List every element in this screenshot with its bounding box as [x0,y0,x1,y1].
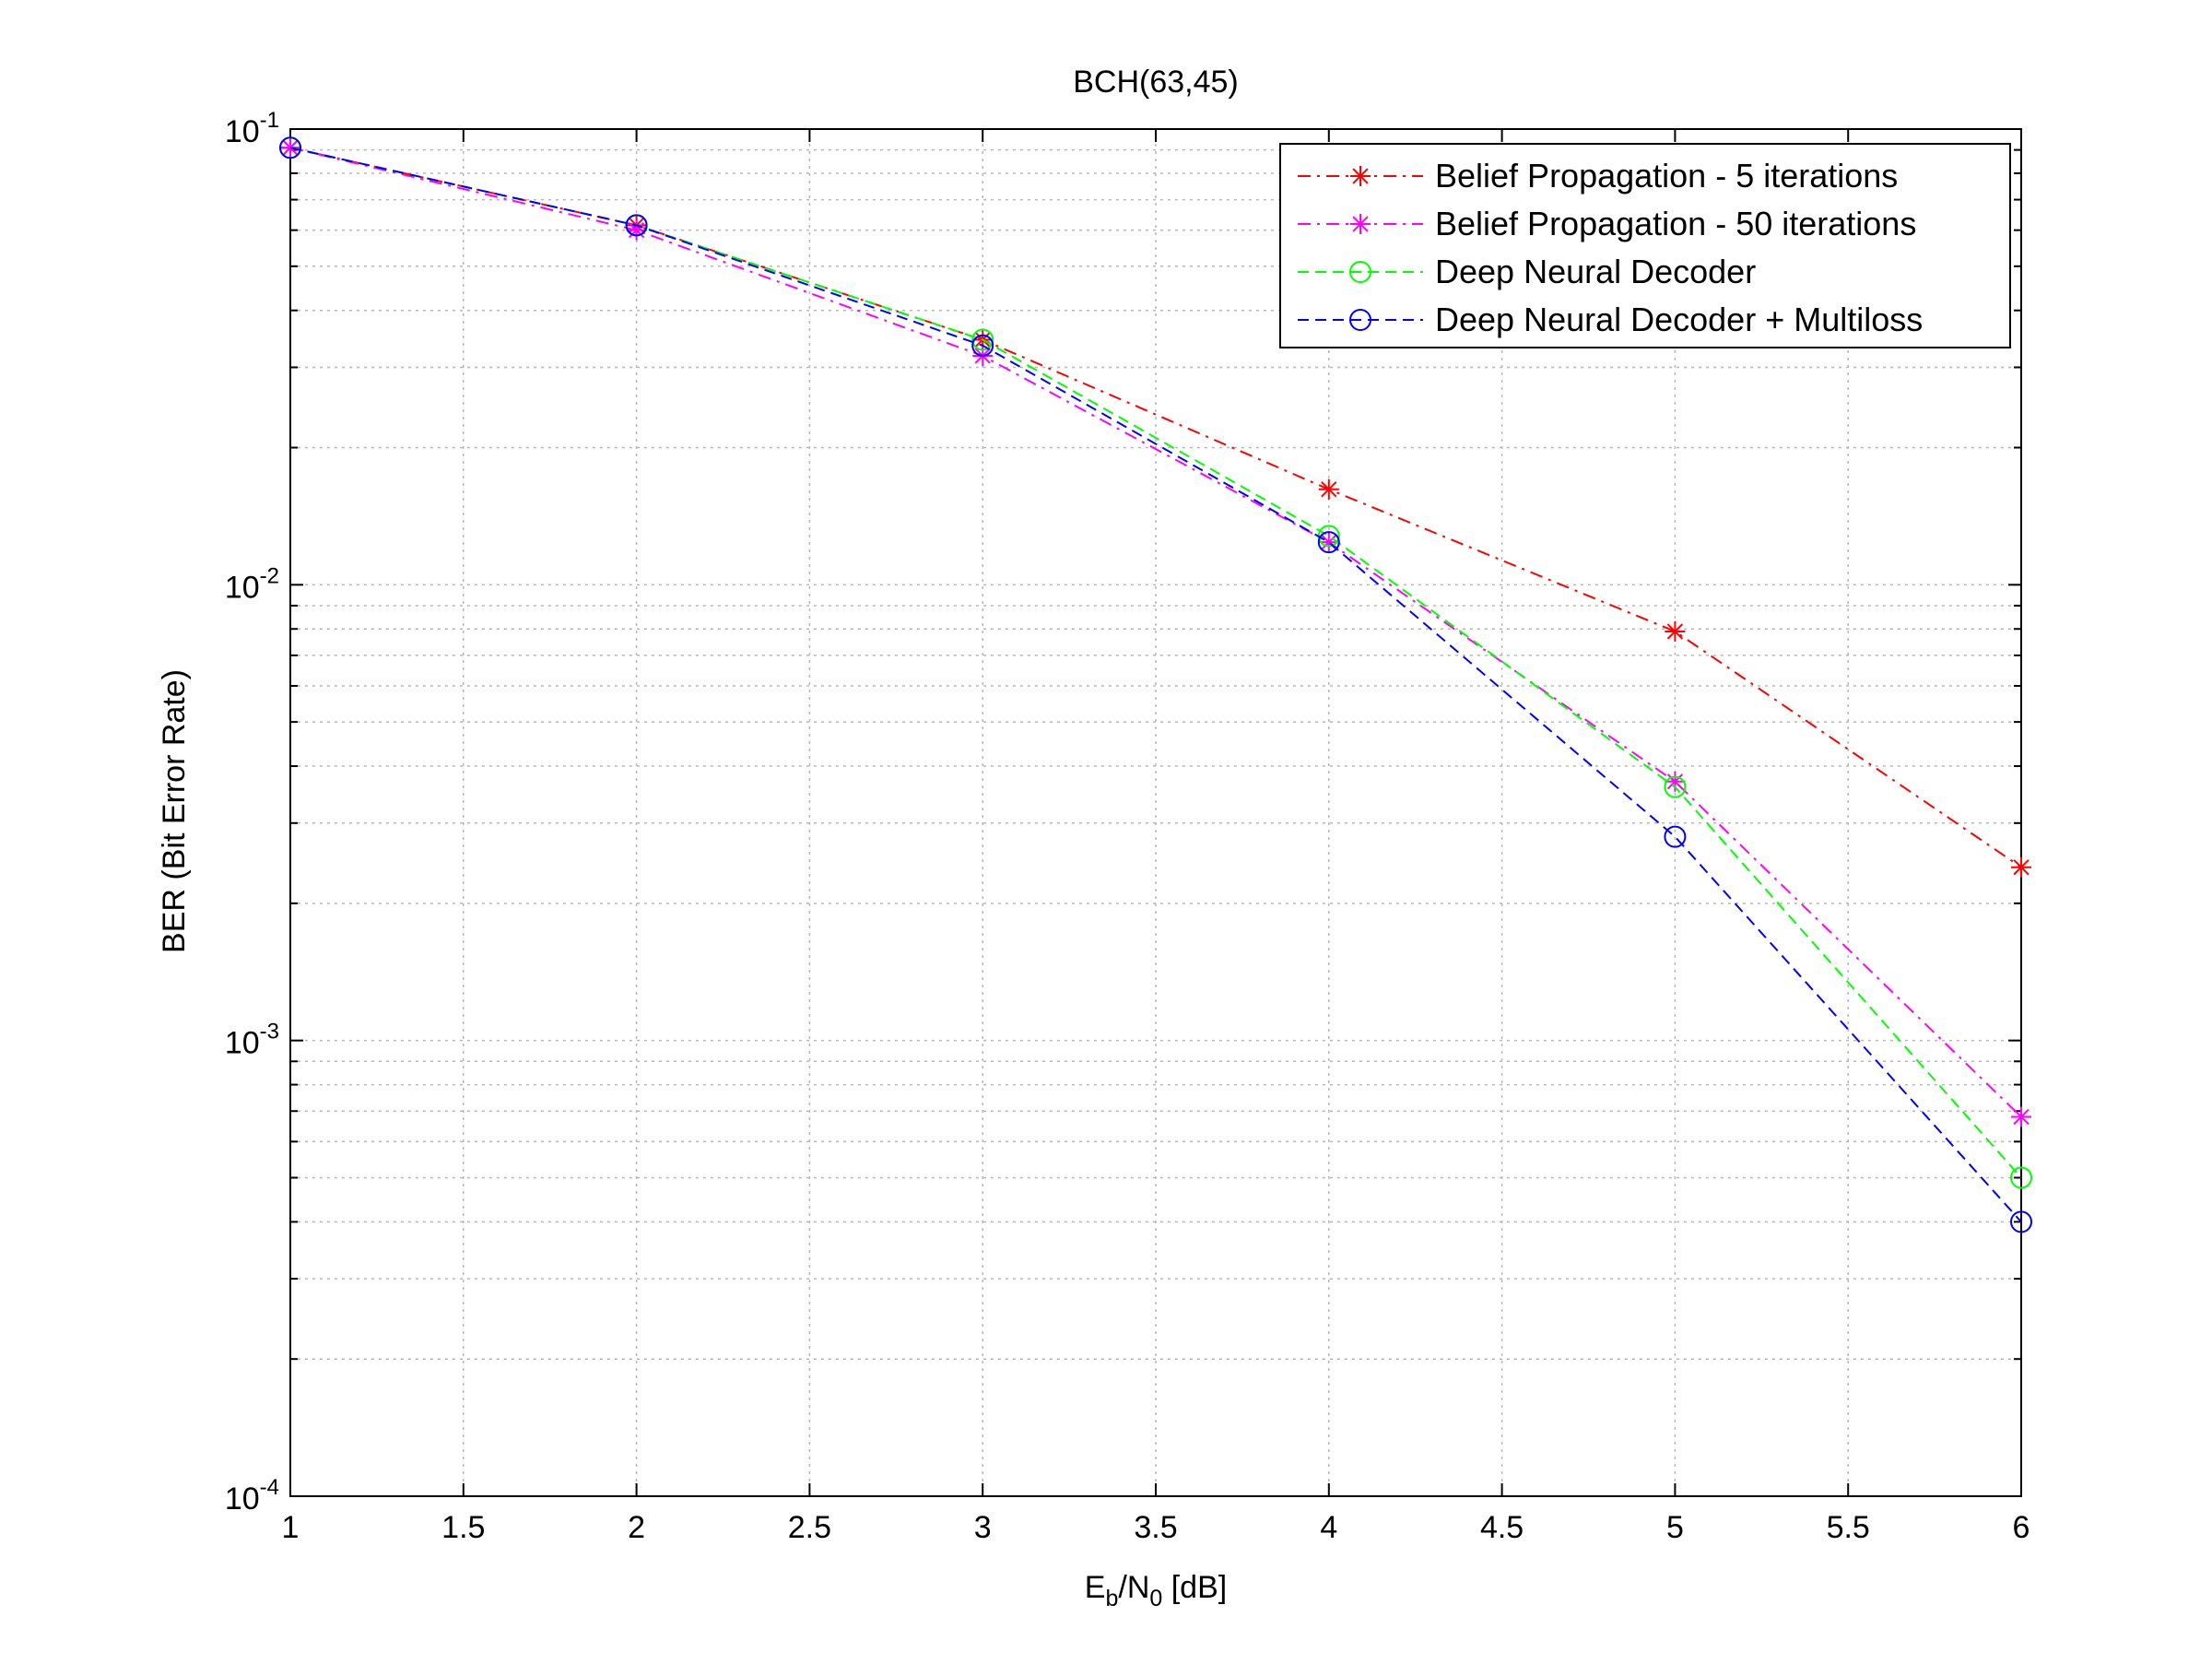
data-point [1664,825,1687,848]
x-axis-label-main: E [1085,1570,1106,1605]
x-tick-label: 4 [1320,1510,1337,1545]
legend-marker [1350,214,1371,234]
x-axis-label-tail: [dB] [1162,1570,1227,1605]
y-tick-exponent: -4 [260,1475,279,1500]
y-axis-label: BER (Bit Error Rate) [157,669,192,953]
y-tick-base: 10 [225,570,260,605]
x-tick-label: 6 [2013,1510,2030,1545]
x-tick-label: 5 [1666,1510,1684,1545]
axis-ticks [289,129,2022,1497]
x-axis-label: Eb/N0 [dB] [1085,1570,1227,1611]
legend-box [1279,143,2011,348]
legend-item: Belief Propagation - 50 iterations [1298,205,1916,242]
data-point [971,334,994,357]
y-tick-label: 10-3 [225,1020,279,1061]
legend-marker [1349,261,1371,283]
series-4 [279,136,2032,1233]
x-tick-label: 3 [974,1510,992,1545]
x-tick-label: 4.5 [1480,1510,1524,1545]
data-point [2010,1210,2032,1233]
data-point [2011,1106,2031,1127]
y-tick-exponent: -2 [260,563,279,588]
legend-label: Deep Neural Decoder + Multiloss [1435,301,1923,338]
y-tick-label: 10-4 [225,1475,279,1516]
legend-item: Deep Neural Decoder + Multiloss [1298,301,1923,338]
x-tick-label: 2 [628,1510,645,1545]
legend-item: Belief Propagation - 5 iterations [1298,157,1898,195]
grid [289,128,2022,1497]
series-line [289,147,2022,1179]
data-point [2010,1166,2032,1189]
y-tick-base: 10 [225,114,260,149]
legend-label: Belief Propagation - 50 iterations [1435,205,1916,242]
legend-marker [1350,166,1371,186]
series-line [289,147,2022,1223]
legend-marker [1349,309,1371,331]
y-tick-labels: 10-110-210-310-4 [225,108,279,1516]
data-point [625,214,648,237]
data-point [279,136,301,159]
x-axis-label-mid: /N [1118,1570,1149,1605]
data-point [971,328,994,351]
y-tick-exponent: -3 [260,1020,279,1044]
chart-title: BCH(63,45) [1073,65,1239,100]
x-tick-label: 1.5 [441,1510,485,1545]
y-tick-base: 10 [225,1026,260,1061]
data-point [1318,478,1339,500]
y-tick-label: 10-2 [225,563,279,605]
x-tick-label: 3.5 [1134,1510,1177,1545]
legend-label: Belief Propagation - 5 iterations [1435,157,1898,195]
y-tick-label: 10-1 [225,108,279,149]
x-tick-label: 5.5 [1827,1510,1870,1545]
y-tick-exponent: -1 [260,108,279,133]
data-point [1665,620,1686,642]
data-point [626,219,647,241]
x-axis-label-sub-b: b [1105,1586,1118,1611]
y-tick-base: 10 [225,1481,260,1516]
data-point [1665,771,1686,792]
legend: Belief Propagation - 5 iterations Belief … [1279,143,2011,348]
data-point [2011,856,2031,878]
legend-item: Deep Neural Decoder [1298,253,1756,290]
series-lines [279,136,2032,1233]
x-tick-label: 2.5 [788,1510,831,1545]
legend-label: Deep Neural Decoder [1435,253,1756,290]
data-point [1317,531,1340,554]
x-axis-label-sub-0: 0 [1149,1586,1162,1611]
series-line [289,147,2022,868]
series-line [289,147,2022,1118]
x-tick-label: 1 [282,1510,300,1545]
x-tick-labels: 1 1.5 2 2.5 3 3.5 4 4.5 5 5.5 6 [282,1510,2030,1545]
data-point [1664,775,1687,798]
